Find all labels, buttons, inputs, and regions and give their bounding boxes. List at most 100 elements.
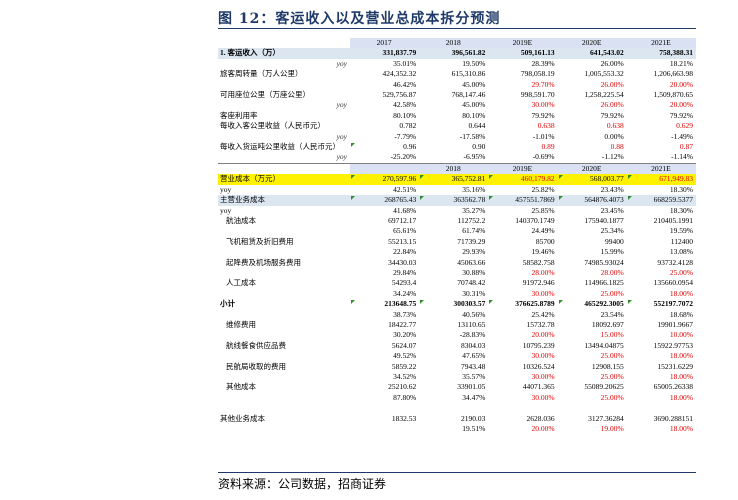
value-cell: -1.49% [671, 131, 693, 141]
value-cell: 365,752.81 [419, 174, 489, 185]
value-cell: 424,352.32 [382, 69, 417, 79]
table-row: 可用座位公里（万座公里） 529,756.87 768,147.46 998,591.… [218, 90, 696, 100]
value-cell: 22.84% [393, 247, 417, 257]
table-row: 营业成本（万元） 270,597.96 365,752.81 460,179.82 56… [218, 174, 696, 185]
value-cell: 12908.155 [591, 361, 624, 371]
table-row: 34.52% 35.57% 30.00% 25.00% 18.00% [218, 372, 696, 382]
value-cell [488, 403, 557, 413]
value-cell: 457551.7869 [488, 195, 558, 206]
value-cell: 0.88 [610, 142, 624, 152]
value-cell: 25210.62 [388, 382, 417, 392]
value-cell: 460,179.82 [488, 174, 558, 185]
value-cell: 668259.5377 [626, 195, 696, 206]
value-cell: 30.00% [531, 372, 555, 381]
value-cell: 135660.0954 [653, 278, 693, 288]
value-cell: -6.95% [463, 152, 486, 162]
row-label: 旅客周转量（万人公里） [220, 69, 303, 79]
row-label [218, 403, 350, 413]
value-cell: 54293.4 [391, 278, 417, 288]
value-cell: 15732.78 [526, 319, 555, 329]
table-row: 49.52% 47.65% 30.00% 25.00% 18.00% [218, 351, 696, 361]
value-cell: 65.61% [393, 226, 417, 236]
value-cell: 30.00% [531, 100, 555, 110]
value-cell: 18.00% [669, 372, 693, 381]
table-row: 航线餐食供应品费 5624.07 8304.03 10795.239 13494.048… [218, 341, 696, 351]
column-header: 2021E [626, 162, 696, 175]
value-cell: 41.68% [393, 205, 417, 215]
value-cell: 15922.97753 [653, 340, 693, 350]
value-cell: 0.00% [604, 131, 624, 141]
bottom-rule [218, 472, 696, 473]
value-cell: 26.00% [600, 100, 624, 110]
value-cell [350, 403, 419, 413]
value-cell: 465292.3005 [558, 299, 627, 309]
value-cell: 0.782 [399, 121, 417, 131]
value-cell: 87.80% [393, 392, 417, 402]
value-cell: 30.31% [462, 288, 486, 298]
value-cell: 42.58% [393, 100, 417, 110]
row-label [218, 247, 350, 257]
value-cell: -1.12% [601, 152, 624, 162]
value-cell: 18.00% [669, 424, 693, 434]
value-cell: 758,388.31 [626, 48, 696, 59]
row-label: 营业成本（万元） [218, 174, 350, 185]
value-cell: 23.54% [600, 309, 624, 319]
value-cell: 18.30% [669, 205, 693, 215]
row-label: 可用座位公里（万座公里） [220, 90, 310, 100]
column-header: 2020E [557, 38, 627, 49]
value-cell: 30.00% [531, 351, 555, 361]
value-cell: 26.00% [600, 58, 624, 68]
row-label: 客座利用率 [220, 110, 258, 120]
value-cell: -25.20% [390, 152, 417, 162]
value-cell: 25.00% [600, 288, 624, 298]
value-cell: 79.92% [600, 110, 624, 120]
value-cell [558, 403, 627, 413]
table-row: 航油成本 69712.17 112752.2 140370.1749 175940.18… [218, 216, 696, 226]
value-cell: 0.638 [537, 121, 555, 131]
table-row: 1. 客运收入（万） 331,837.79 396,561.82 509,161.13… [218, 48, 696, 59]
value-cell: 0.644 [468, 121, 486, 131]
value-cell: 46.42% [393, 79, 417, 89]
value-cell: 34.24% [393, 288, 417, 298]
value-cell [627, 403, 696, 413]
value-cell: 71739.29 [457, 236, 486, 246]
value-cell: 30.88% [462, 267, 486, 277]
table-row: 起降费及机场服务费用 34430.03 45063.66 58582.758 74985… [218, 258, 696, 268]
value-cell: 35.16% [462, 184, 486, 194]
table-row: 19.51% 20.00% 19.00% 18.00% [218, 424, 696, 434]
value-cell: -1.01% [532, 131, 555, 141]
value-cell [350, 424, 419, 434]
value-cell: 74985.93024 [584, 257, 624, 267]
row-label: 飞机租赁及折旧费用 [226, 236, 294, 246]
value-cell: 80.10% [462, 110, 486, 120]
value-cell: 3127.36284 [588, 413, 624, 423]
value-cell: 641,543.02 [557, 48, 627, 59]
value-cell: 44071.365 [522, 382, 555, 392]
row-label: yoy [336, 100, 347, 110]
value-cell: -28.83% [459, 330, 486, 340]
table-row: 38.73% 40.56% 25.42% 23.54% 18.68% [218, 310, 696, 320]
value-cell: 300303.57 [419, 299, 488, 309]
value-cell: 25.82% [531, 184, 555, 194]
row-label [218, 372, 350, 382]
value-cell: 3690.288151 [653, 413, 693, 423]
value-cell: 331,837.79 [350, 48, 420, 59]
value-cell: 2190.03 [461, 413, 486, 423]
row-label: 民航局收取的费用 [226, 361, 286, 371]
table-row: 87.80% 34.47% 30.00% 25.00% 18.00% [218, 393, 696, 403]
table-row: 其他成本 25210.62 33901.05 44071.365 55089.20625… [218, 382, 696, 392]
table-row: 46.42% 45.00% 29.70% 26.00% 20.00% [218, 80, 696, 90]
value-cell: 19.50% [462, 58, 486, 68]
value-cell: 34.47% [462, 392, 486, 402]
value-cell: 29.70% [531, 79, 555, 89]
value-cell: 49.52% [393, 351, 417, 361]
value-cell: 1,258,225.54 [584, 90, 624, 100]
value-cell: 19.00% [600, 424, 624, 434]
source-note: 资料来源：公司数据，招商证券 [218, 477, 387, 491]
row-label: yoy [336, 131, 347, 141]
value-cell: 10.00% [669, 330, 693, 340]
value-cell: 93732.4128 [657, 257, 693, 267]
column-header: 2018 [419, 162, 489, 175]
value-cell: 18.00% [669, 351, 693, 361]
table-row: 30.20% -28.83% 20.00% 15.00% 10.00% [218, 330, 696, 340]
